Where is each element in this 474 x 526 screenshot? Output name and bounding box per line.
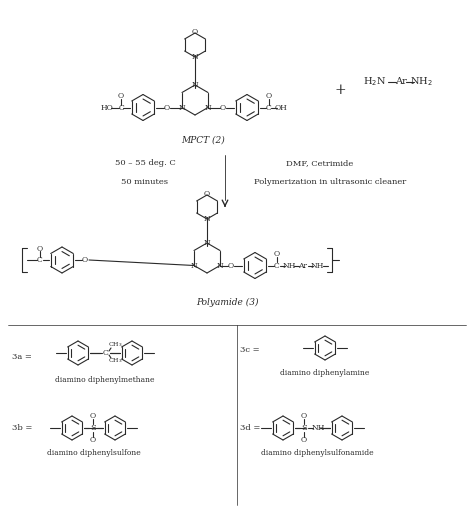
Text: O: O (220, 104, 226, 112)
Text: O: O (274, 250, 280, 258)
Text: 3d =: 3d = (240, 424, 260, 432)
Text: N: N (191, 261, 197, 270)
Text: CH$_3$: CH$_3$ (108, 340, 122, 349)
Text: C: C (37, 256, 43, 264)
Text: diamino diphenylamine: diamino diphenylamine (280, 369, 370, 377)
Text: 3c =: 3c = (240, 346, 260, 354)
Text: N: N (179, 104, 185, 112)
Text: NH: NH (311, 424, 325, 432)
Text: O: O (82, 256, 88, 264)
Text: O: O (266, 93, 272, 100)
Text: NH: NH (310, 261, 324, 269)
Text: S: S (90, 424, 96, 432)
Text: N: N (191, 53, 199, 61)
Text: O: O (37, 245, 43, 253)
Text: N: N (217, 261, 224, 270)
Text: N: N (205, 104, 211, 112)
Text: C: C (266, 104, 272, 112)
Text: 50 minutes: 50 minutes (121, 178, 168, 186)
Text: Ar: Ar (299, 261, 308, 269)
Text: Polyamide (3): Polyamide (3) (196, 297, 258, 307)
Text: O: O (204, 190, 210, 198)
Text: OH: OH (274, 104, 287, 112)
Text: diamino diphenylsulfonamide: diamino diphenylsulfonamide (261, 449, 374, 457)
Text: C: C (274, 261, 280, 269)
Text: 3a =: 3a = (12, 353, 32, 361)
Text: diamino diphenylmethane: diamino diphenylmethane (55, 376, 155, 384)
Text: Polymerization in ultrasonic cleaner: Polymerization in ultrasonic cleaner (254, 178, 406, 186)
Text: N: N (191, 81, 199, 89)
Text: C: C (118, 104, 124, 112)
Text: 50 – 55 deg. C: 50 – 55 deg. C (115, 159, 175, 167)
Text: O: O (90, 436, 96, 444)
Text: H$_2$N: H$_2$N (364, 76, 387, 88)
Text: O: O (301, 436, 307, 444)
Text: O: O (192, 28, 198, 36)
Text: NH$_2$: NH$_2$ (410, 76, 432, 88)
Text: diamino diphenylsulfone: diamino diphenylsulfone (46, 449, 140, 457)
Text: HO: HO (100, 104, 113, 112)
Text: O: O (90, 412, 96, 420)
Text: N: N (204, 239, 210, 247)
Text: +: + (334, 83, 346, 97)
Text: C: C (103, 349, 109, 357)
Text: DMF, Cetrimide: DMF, Cetrimide (286, 159, 354, 167)
Text: Ar: Ar (395, 77, 407, 86)
Text: O: O (164, 104, 170, 112)
Text: MPCT (2): MPCT (2) (181, 136, 225, 145)
Text: N: N (204, 215, 210, 223)
Text: NH: NH (283, 261, 296, 269)
Text: 3b =: 3b = (12, 424, 32, 432)
Text: CH$_3$: CH$_3$ (108, 357, 122, 366)
Text: O: O (118, 93, 124, 100)
Text: S: S (301, 424, 307, 432)
Text: O: O (228, 261, 234, 269)
Text: O: O (301, 412, 307, 420)
